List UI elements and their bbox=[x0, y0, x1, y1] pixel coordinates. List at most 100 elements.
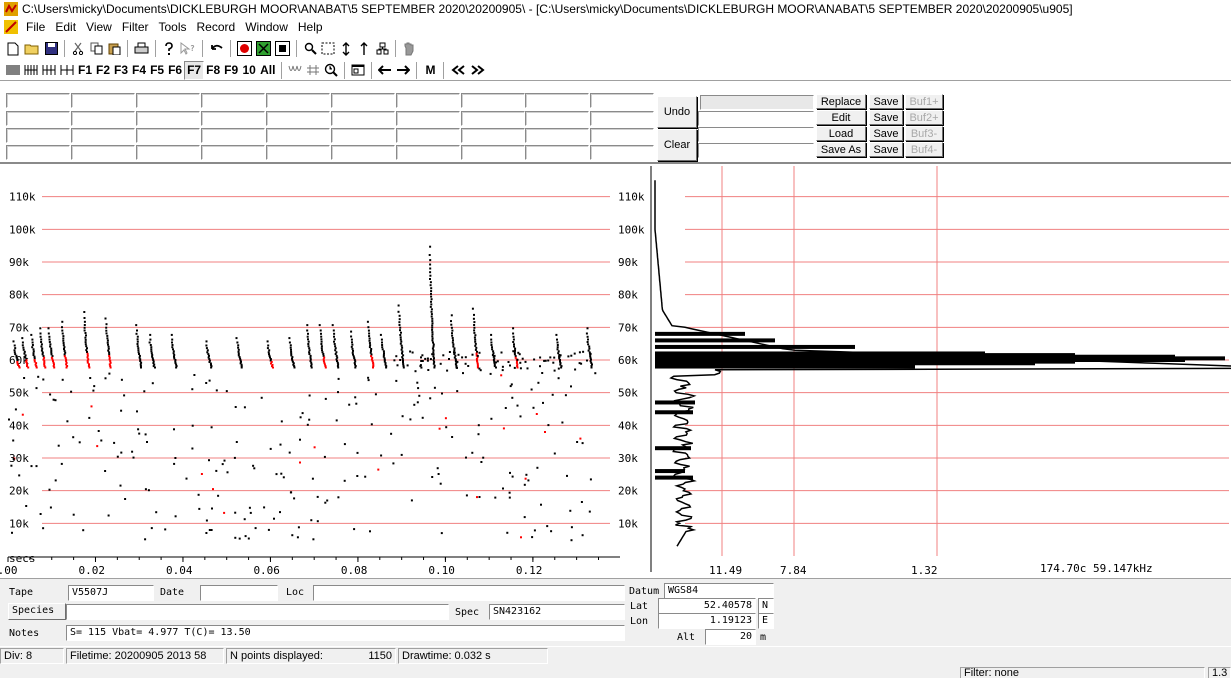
save-as-button[interactable]: Save As bbox=[816, 142, 866, 157]
save-buf4-button[interactable]: Save bbox=[869, 142, 903, 157]
menu-record[interactable]: Record bbox=[196, 20, 236, 34]
up-arrow-icon[interactable] bbox=[355, 39, 373, 58]
frequency-time-plot[interactable]: 10k 20k 30k 40k 50k 60k 70k 80k 90k 100k 110k 10k 2… bbox=[0, 164, 1231, 577]
buffer-name-field-1[interactable] bbox=[700, 95, 814, 110]
f4-button[interactable]: F4 bbox=[132, 63, 147, 77]
parameter-field[interactable] bbox=[331, 145, 395, 160]
parameter-field[interactable] bbox=[266, 145, 330, 160]
previous-file-icon[interactable] bbox=[448, 61, 468, 80]
help-icon[interactable] bbox=[160, 39, 178, 58]
parameter-field[interactable] bbox=[590, 111, 654, 126]
parameter-field[interactable] bbox=[396, 128, 460, 143]
record-icon[interactable] bbox=[235, 39, 254, 58]
save-buf2-button[interactable]: Save bbox=[869, 110, 903, 125]
parameter-field[interactable] bbox=[6, 93, 70, 108]
all-button[interactable]: All bbox=[260, 63, 276, 77]
parameter-field[interactable] bbox=[590, 93, 654, 108]
menu-help[interactable]: Help bbox=[297, 20, 323, 34]
parameter-field[interactable] bbox=[525, 111, 589, 126]
menu-filter[interactable]: Filter bbox=[121, 20, 149, 34]
buf2-button[interactable]: Buf2+ bbox=[905, 110, 943, 125]
left-arrow-icon[interactable] bbox=[376, 61, 394, 80]
date-field[interactable] bbox=[200, 585, 278, 601]
f9-button[interactable]: F9 bbox=[224, 63, 239, 77]
parameter-field[interactable] bbox=[266, 128, 330, 143]
parameter-field[interactable] bbox=[71, 93, 135, 108]
menu-window[interactable]: Window bbox=[245, 20, 288, 34]
parameter-field[interactable] bbox=[266, 111, 330, 126]
datum-field[interactable]: WGS84 bbox=[664, 583, 774, 599]
parameter-field[interactable] bbox=[525, 145, 589, 160]
parameter-field[interactable] bbox=[201, 145, 265, 160]
parameter-field[interactable] bbox=[6, 111, 70, 126]
parameter-field[interactable] bbox=[461, 128, 525, 143]
undo-button[interactable]: Undo bbox=[657, 96, 697, 128]
window-icon[interactable] bbox=[349, 61, 367, 80]
parameter-field[interactable] bbox=[396, 145, 460, 160]
new-file-icon[interactable] bbox=[4, 39, 22, 58]
buf3-button[interactable]: Buf3- bbox=[905, 126, 943, 141]
f8-button[interactable]: F8 bbox=[206, 63, 221, 77]
parameter-field[interactable] bbox=[136, 93, 200, 108]
parameter-field[interactable] bbox=[461, 93, 525, 108]
edit-button[interactable]: Edit bbox=[816, 110, 866, 125]
parameter-field[interactable] bbox=[396, 93, 460, 108]
parameter-field[interactable] bbox=[71, 128, 135, 143]
lon-direction[interactable]: E bbox=[758, 613, 774, 629]
expand-vertical-icon[interactable] bbox=[337, 39, 355, 58]
parameter-field[interactable] bbox=[590, 128, 654, 143]
right-arrow-icon[interactable] bbox=[394, 61, 412, 80]
open-folder-icon[interactable] bbox=[22, 39, 42, 58]
grid-icon[interactable] bbox=[304, 61, 322, 80]
parameter-field[interactable] bbox=[71, 111, 135, 126]
buf4-button[interactable]: Buf4- bbox=[905, 142, 943, 157]
parameter-field[interactable] bbox=[331, 111, 395, 126]
true-time-icon[interactable] bbox=[58, 61, 76, 80]
menu-tools[interactable]: Tools bbox=[158, 20, 187, 34]
loc-field[interactable] bbox=[313, 585, 625, 601]
parameter-field[interactable] bbox=[461, 111, 525, 126]
notes-field[interactable]: S= 115 Vbat= 4.977 T(C)= 13.50 bbox=[66, 625, 625, 641]
paste-icon[interactable] bbox=[105, 39, 123, 58]
network-icon[interactable] bbox=[373, 39, 391, 58]
zoom-clock-icon[interactable] bbox=[322, 61, 340, 80]
f1-button[interactable]: F1 bbox=[78, 63, 93, 77]
print-icon[interactable] bbox=[132, 39, 151, 58]
f2-button[interactable]: F2 bbox=[96, 63, 111, 77]
buf1-button[interactable]: Buf1+ bbox=[905, 94, 943, 109]
select-region-icon[interactable] bbox=[319, 39, 337, 58]
marker-button[interactable]: M bbox=[425, 63, 436, 77]
undo-arrow-icon[interactable] bbox=[207, 39, 226, 58]
replace-button[interactable]: Replace bbox=[816, 94, 866, 109]
document-icon[interactable] bbox=[4, 20, 18, 34]
f6-button[interactable]: F6 bbox=[168, 63, 183, 77]
parameter-field[interactable] bbox=[136, 111, 200, 126]
buffer-name-field-2[interactable] bbox=[698, 111, 814, 126]
compress-icon[interactable] bbox=[4, 61, 22, 80]
parameter-field[interactable] bbox=[525, 128, 589, 143]
compress-medium-icon[interactable] bbox=[22, 61, 40, 80]
alt-field[interactable]: 20 bbox=[705, 629, 756, 645]
species-field[interactable] bbox=[66, 604, 449, 620]
compress-low-icon[interactable] bbox=[40, 61, 58, 80]
parameter-field[interactable] bbox=[6, 128, 70, 143]
parameter-field[interactable] bbox=[6, 145, 70, 160]
next-file-icon[interactable] bbox=[468, 61, 488, 80]
load-button[interactable]: Load bbox=[816, 126, 866, 141]
filter-wave-icon[interactable] bbox=[286, 61, 304, 80]
waveform-icon[interactable] bbox=[254, 39, 273, 58]
parameter-field[interactable] bbox=[396, 111, 460, 126]
copy-icon[interactable] bbox=[87, 39, 105, 58]
menu-file[interactable]: File bbox=[26, 20, 46, 34]
hand-icon[interactable] bbox=[400, 39, 418, 58]
lat-direction[interactable]: N bbox=[758, 598, 774, 614]
parameter-field[interactable] bbox=[201, 93, 265, 108]
f7-button[interactable]: F7 bbox=[184, 60, 205, 80]
zoom-icon[interactable] bbox=[301, 39, 319, 58]
parameter-field[interactable] bbox=[590, 145, 654, 160]
parameter-field[interactable] bbox=[461, 145, 525, 160]
species-button[interactable]: Species bbox=[8, 603, 66, 620]
parameter-field[interactable] bbox=[525, 93, 589, 108]
parameter-field[interactable] bbox=[136, 128, 200, 143]
cut-icon[interactable] bbox=[69, 39, 87, 58]
